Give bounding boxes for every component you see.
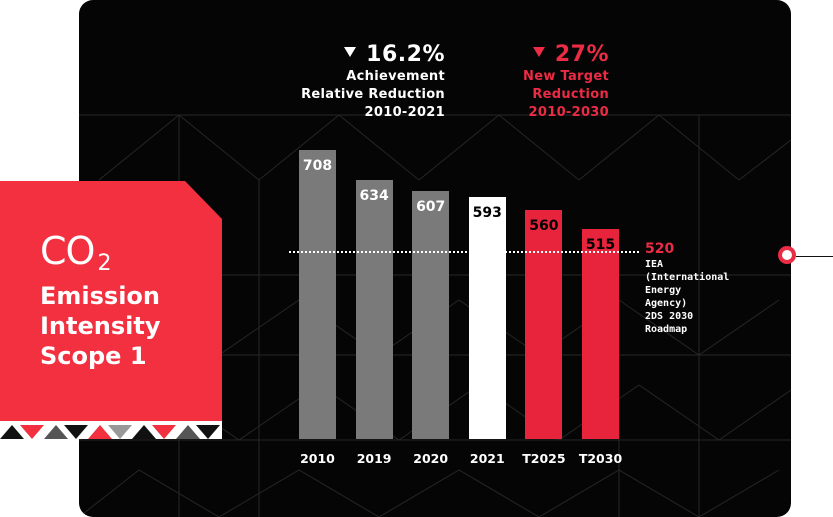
target-block: 27% New Target Reduction 2010-2030 — [479, 42, 609, 122]
target-value: 27% — [554, 42, 609, 67]
x-tick-label: 2019 — [356, 451, 392, 466]
reference-note: IEA (International Energy Agency) 2DS 20… — [645, 258, 730, 335]
badge-title: Emission Intensity Scope 1 — [40, 281, 160, 371]
bar-value-label: 515 — [585, 236, 616, 253]
bar-value-label: 560 — [529, 218, 559, 235]
badge-line2: Intensity — [40, 312, 161, 340]
bar-value-label: 607 — [416, 199, 446, 216]
bar-value-label: 708 — [302, 158, 333, 174]
badge-subscript: 2 — [97, 251, 111, 276]
x-tick-label: 2020 — [413, 451, 449, 466]
achievement-line1: Achievement — [346, 69, 445, 84]
badge-line1: Emission — [40, 282, 160, 310]
down-triangle-icon — [532, 47, 545, 57]
x-tick-label: T2030 — [578, 451, 623, 466]
bar-t2025: 560 — [525, 210, 563, 439]
bar-2019: 634 — [355, 180, 393, 439]
bar-t2030: 515 — [582, 228, 619, 439]
x-tick-label: T2025 — [522, 451, 566, 466]
down-triangle-icon — [344, 47, 357, 57]
achievement-block: 16.2% Achievement Relative Reduction 201… — [289, 42, 445, 122]
badge-pattern-strip — [0, 421, 222, 439]
x-tick-label: 2021 — [469, 451, 505, 466]
co2-badge: CO 2 Emission Intensity Scope 1 — [0, 181, 222, 439]
bar-value-label: 593 — [472, 204, 502, 221]
bar-2020: 607 — [412, 191, 450, 439]
badge-formula: CO 2 — [40, 229, 111, 276]
target-line1: New Target — [523, 69, 609, 84]
achievement-line2: Relative Reduction — [301, 87, 445, 102]
achievement-value: 16.2% — [366, 42, 445, 67]
reference-value-label: 520 — [645, 240, 675, 257]
badge-line3: Scope 1 — [40, 342, 147, 370]
bar-value-label: 634 — [359, 188, 389, 205]
target-line2: Reduction — [532, 87, 609, 102]
bar-2021: 593 — [468, 196, 506, 439]
achievement-line3: 2010-2021 — [364, 105, 445, 120]
bar-2010: 708 — [299, 150, 336, 439]
target-line3: 2010-2030 — [528, 105, 609, 120]
timeline-connector — [796, 256, 833, 257]
reference-line — [289, 250, 639, 253]
x-tick-label: 2010 — [300, 451, 335, 466]
timeline-marker-icon[interactable] — [778, 246, 796, 264]
badge-co-text: CO — [40, 229, 95, 273]
